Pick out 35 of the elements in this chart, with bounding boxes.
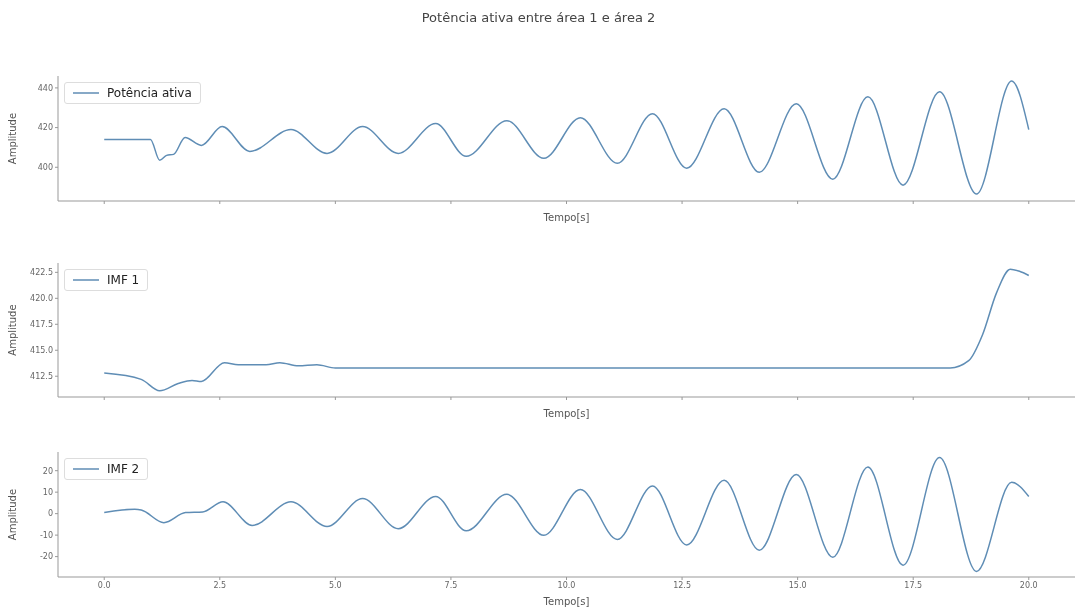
y-axis-title: Amplitude [6, 488, 18, 541]
x-tick-label: 20.0 [1019, 580, 1038, 590]
x-tick-label: 7.5 [444, 580, 458, 590]
x-tick-label: 2.5 [213, 580, 227, 590]
y-tick-label: 10 [42, 488, 53, 497]
legend-label: IMF 1 [107, 273, 140, 287]
y-tick-label: -20 [39, 552, 53, 562]
x-axis-title: Tempo[s] [542, 408, 590, 419]
y-tick-label: 417.5 [30, 320, 53, 330]
y-axis-title: Amplitude [6, 304, 18, 356]
x-axis-title: Tempo[s] [542, 212, 590, 223]
x-tick-label: 17.5 [904, 580, 923, 590]
chart-title: Potência ativa entre área 1 e área 2 [420, 10, 657, 25]
y-tick-label: 422.5 [30, 268, 53, 278]
y-tick-label: 20 [42, 466, 53, 476]
y-tick-label: 440 [37, 83, 53, 93]
y-tick-label: 415.0 [30, 346, 53, 356]
y-tick-label: 400 [37, 163, 53, 173]
x-tick-label: 10.0 [557, 580, 576, 590]
line-series [103, 80, 1030, 195]
x-tick-label: 0.0 [97, 580, 111, 590]
y-tick-label: 0 [47, 509, 53, 519]
y-tick-label: 420 [37, 123, 53, 133]
y-tick-label: 420.0 [30, 294, 53, 304]
line-series [103, 456, 1030, 573]
x-tick-label: 12.5 [673, 580, 691, 590]
x-axis-title: Tempo[s] [542, 596, 590, 607]
x-tick-label: 5.0 [329, 580, 342, 590]
legend-label: Potência ativa [107, 86, 192, 100]
y-tick-label: -10 [39, 530, 53, 540]
line-series [103, 268, 1030, 392]
y-axis-title: Amplitude [6, 112, 18, 165]
legend-label: IMF 2 [107, 462, 140, 476]
x-tick-label: 15.0 [788, 580, 807, 590]
y-tick-label: 412.5 [30, 372, 53, 382]
